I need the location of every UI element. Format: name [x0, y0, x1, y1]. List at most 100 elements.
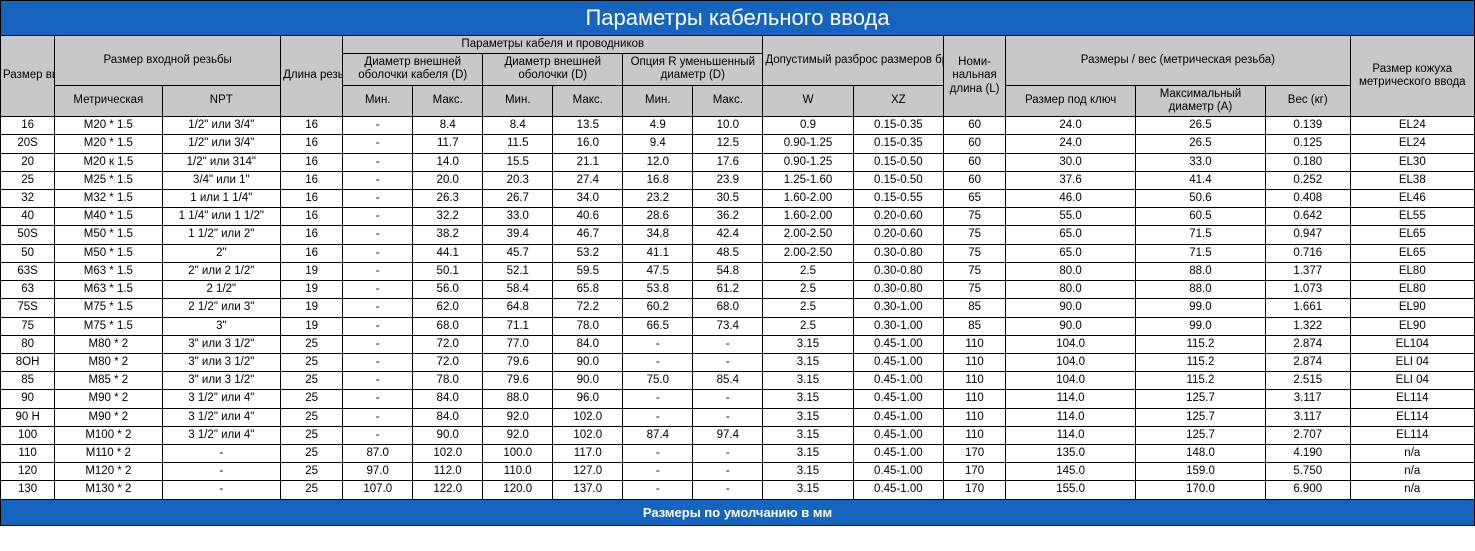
- cell-wt: 0.252: [1265, 171, 1350, 189]
- cell-iso: 16: [281, 153, 343, 171]
- cell-maxA: 41.4: [1136, 171, 1266, 189]
- h-optR: Опция R уменьшенный диаметр (D): [623, 54, 763, 85]
- cell-rmin: 23.2: [623, 189, 693, 207]
- cell-shroud: EL46: [1350, 189, 1474, 207]
- table-row: 75М75 * 1.53"19-68.071.178.066.573.42.50…: [1, 317, 1475, 335]
- cell-size: 75: [1, 317, 55, 335]
- cell-shroud: EL80: [1350, 262, 1474, 280]
- cell-w: 2.00-2.50: [763, 244, 853, 262]
- table-row: 20SM20 * 1.51/2" или 3/4"16-11.711.516.0…: [1, 135, 1475, 153]
- cell-d2min: 110.0: [483, 463, 553, 481]
- cell-size: 130: [1, 481, 55, 499]
- cell-key: 24.0: [1006, 135, 1136, 153]
- cell-d2min: 77.0: [483, 335, 553, 353]
- h-iso: Длина резьбы ISO (B): [281, 36, 343, 117]
- cell-rmin: 47.5: [623, 262, 693, 280]
- cell-d2max: 53.2: [553, 244, 623, 262]
- table-row: 110М110 * 2-2587.0102.0100.0117.0--3.150…: [1, 445, 1475, 463]
- cell-d2max: 96.0: [553, 390, 623, 408]
- cell-xz: 0.30-0.80: [853, 281, 943, 299]
- cell-d1max: 90.0: [413, 426, 483, 444]
- cell-w: 3.15: [763, 335, 853, 353]
- cell-size: 50: [1, 244, 55, 262]
- cell-rmax: 23.9: [693, 171, 763, 189]
- cell-xz: 0.15-0.55: [853, 189, 943, 207]
- cell-d1min: 87.0: [343, 445, 413, 463]
- table-footer: Размеры по умолчанию в мм: [0, 500, 1475, 526]
- cell-xz: 0.15-0.35: [853, 117, 943, 135]
- table-row: 90М90 * 23 1/2" или 4"25-84.088.096.0--3…: [1, 390, 1475, 408]
- table-row: 90 НМ90 * 23 1/2" или 4"25-84.092.0102.0…: [1, 408, 1475, 426]
- cell-npt: 2" или 2 1/2": [162, 262, 281, 280]
- cell-d2min: 8.4: [483, 117, 553, 135]
- table-row: 75SМ75 * 1.52 1/2" или 3"19-62.064.872.2…: [1, 299, 1475, 317]
- cell-maxA: 148.0: [1136, 445, 1266, 463]
- cell-npt: 3 1/2" или 4": [162, 408, 281, 426]
- cell-xz: 0.20-0.60: [853, 208, 943, 226]
- table-row: 130М130 * 2-25107.0122.0120.0137.0--3.15…: [1, 481, 1475, 499]
- cell-key: 114.0: [1006, 408, 1136, 426]
- h-d1max: Макс.: [413, 85, 483, 116]
- cell-npt: -: [162, 481, 281, 499]
- table-row: 8ОНМ80 * 23" или 3 1/2"25-72.079.690.0--…: [1, 353, 1475, 371]
- cell-d1max: 8.4: [413, 117, 483, 135]
- cell-rmax: -: [693, 390, 763, 408]
- cell-w: 1.25-1.60: [763, 171, 853, 189]
- cell-xz: 0.45-1.00: [853, 426, 943, 444]
- cell-wt: 0.642: [1265, 208, 1350, 226]
- cell-d1max: 44.1: [413, 244, 483, 262]
- cell-key: 114.0: [1006, 426, 1136, 444]
- cell-w: 0.90-1.25: [763, 135, 853, 153]
- cell-d1max: 84.0: [413, 390, 483, 408]
- cell-rmax: 30.5: [693, 189, 763, 207]
- cell-xz: 0.30-0.80: [853, 244, 943, 262]
- cell-iso: 25: [281, 426, 343, 444]
- cell-d1max: 26.3: [413, 189, 483, 207]
- cell-shroud: EL30: [1350, 153, 1474, 171]
- cell-npt: 3" или 3 1/2": [162, 372, 281, 390]
- cell-key: 37.6: [1006, 171, 1136, 189]
- cell-d2max: 40.6: [553, 208, 623, 226]
- cell-d1max: 68.0: [413, 317, 483, 335]
- cell-d1min: -: [343, 390, 413, 408]
- cell-key: 65.0: [1006, 244, 1136, 262]
- cell-maxA: 33.0: [1136, 153, 1266, 171]
- cell-d2min: 45.7: [483, 244, 553, 262]
- cell-l: 170: [944, 445, 1006, 463]
- cell-l: 60: [944, 171, 1006, 189]
- cell-rmin: -: [623, 390, 693, 408]
- cell-shroud: n/a: [1350, 481, 1474, 499]
- cell-npt: 2 1/2" или 3": [162, 299, 281, 317]
- h-xz: XZ: [853, 85, 943, 116]
- cell-key: 30.0: [1006, 153, 1136, 171]
- cell-shroud: EL55: [1350, 208, 1474, 226]
- cell-rmax: -: [693, 408, 763, 426]
- cell-l: 85: [944, 317, 1006, 335]
- cell-shroud: EL114: [1350, 426, 1474, 444]
- cell-size: 32: [1, 189, 55, 207]
- cell-wt: 2.874: [1265, 353, 1350, 371]
- table-row: 32М32 * 1.51 или 1 1/4"16-26.326.734.023…: [1, 189, 1475, 207]
- cell-d2min: 15.5: [483, 153, 553, 171]
- cell-l: 170: [944, 463, 1006, 481]
- cell-rmax: 48.5: [693, 244, 763, 262]
- cell-shroud: EL90: [1350, 317, 1474, 335]
- cell-iso: 16: [281, 189, 343, 207]
- cell-shroud: EL24: [1350, 135, 1474, 153]
- cell-w: 1.60-2.00: [763, 208, 853, 226]
- cell-rmax: 54.8: [693, 262, 763, 280]
- cell-metric: М120 * 2: [55, 463, 162, 481]
- table-row: 25М25 * 1.53/4" или 1"16-20.020.327.416.…: [1, 171, 1475, 189]
- cell-size: 80: [1, 335, 55, 353]
- cell-rmin: -: [623, 445, 693, 463]
- cell-wt: 6.900: [1265, 481, 1350, 499]
- cell-rmax: 42.4: [693, 226, 763, 244]
- cell-shroud: EL80: [1350, 281, 1474, 299]
- cell-l: 110: [944, 408, 1006, 426]
- cell-metric: М75 * 1.5: [55, 317, 162, 335]
- cell-d2min: 58.4: [483, 281, 553, 299]
- cell-d2max: 72.2: [553, 299, 623, 317]
- cell-iso: 16: [281, 171, 343, 189]
- cell-shroud: EL114: [1350, 390, 1474, 408]
- cell-l: 75: [944, 226, 1006, 244]
